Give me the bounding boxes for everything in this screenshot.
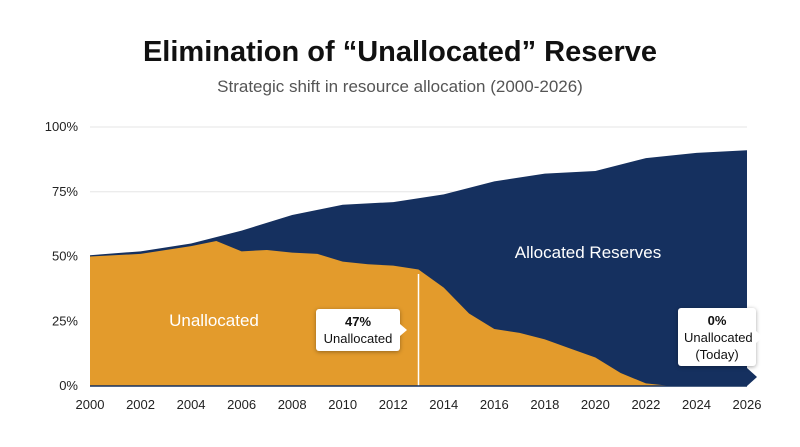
- y-tick-label: 100%: [45, 119, 79, 134]
- callout-end-label: Unallocated: [684, 330, 753, 345]
- x-tick-label: 2000: [76, 397, 105, 412]
- x-tick-label: 2012: [379, 397, 408, 412]
- x-tick-label: 2010: [328, 397, 357, 412]
- x-tick-label: 2018: [530, 397, 559, 412]
- x-tick-label: 2004: [177, 397, 206, 412]
- x-tick-label: 2020: [581, 397, 610, 412]
- x-tick-label: 2016: [480, 397, 509, 412]
- x-tick-label: 2002: [126, 397, 155, 412]
- callout-end: 0% Unallocated (Today): [678, 308, 763, 366]
- y-tick-label: 25%: [52, 313, 78, 328]
- y-tick-label: 0%: [59, 378, 78, 393]
- chart-subtitle: Strategic shift in resource allocation (…: [217, 77, 583, 96]
- x-tick-label: 2008: [278, 397, 307, 412]
- x-axis-ticks: 2000 2002 2004 2006 2008 2010 2012 2014 2016 2018…: [76, 397, 762, 412]
- unallocated-label: Unallocated: [169, 311, 259, 330]
- allocated-reserves-label: Allocated Reserves: [515, 243, 661, 262]
- callout-mid-value: 47%: [344, 314, 372, 329]
- x-tick-label: 2026: [733, 397, 762, 412]
- callout-end-value: 0%: [707, 313, 727, 328]
- y-axis-ticks: 0% 25% 50% 75% 100%: [45, 119, 79, 393]
- x-tick-label: 2006: [227, 397, 256, 412]
- callout-mid-label: Unallocated: [323, 331, 393, 346]
- x-tick-label: 2024: [682, 397, 711, 412]
- x-tick-label: 2014: [429, 397, 458, 412]
- callout-end-sub: (Today): [695, 347, 739, 362]
- y-tick-label: 75%: [52, 184, 78, 199]
- x-tick-label: 2022: [631, 397, 660, 412]
- chart-title: Elimination of “Unallocated” Reserve: [142, 36, 658, 68]
- end-arrow-icon: [747, 368, 757, 386]
- y-tick-label: 50%: [52, 249, 78, 264]
- callout-mid: 47% Unallocated: [316, 309, 407, 351]
